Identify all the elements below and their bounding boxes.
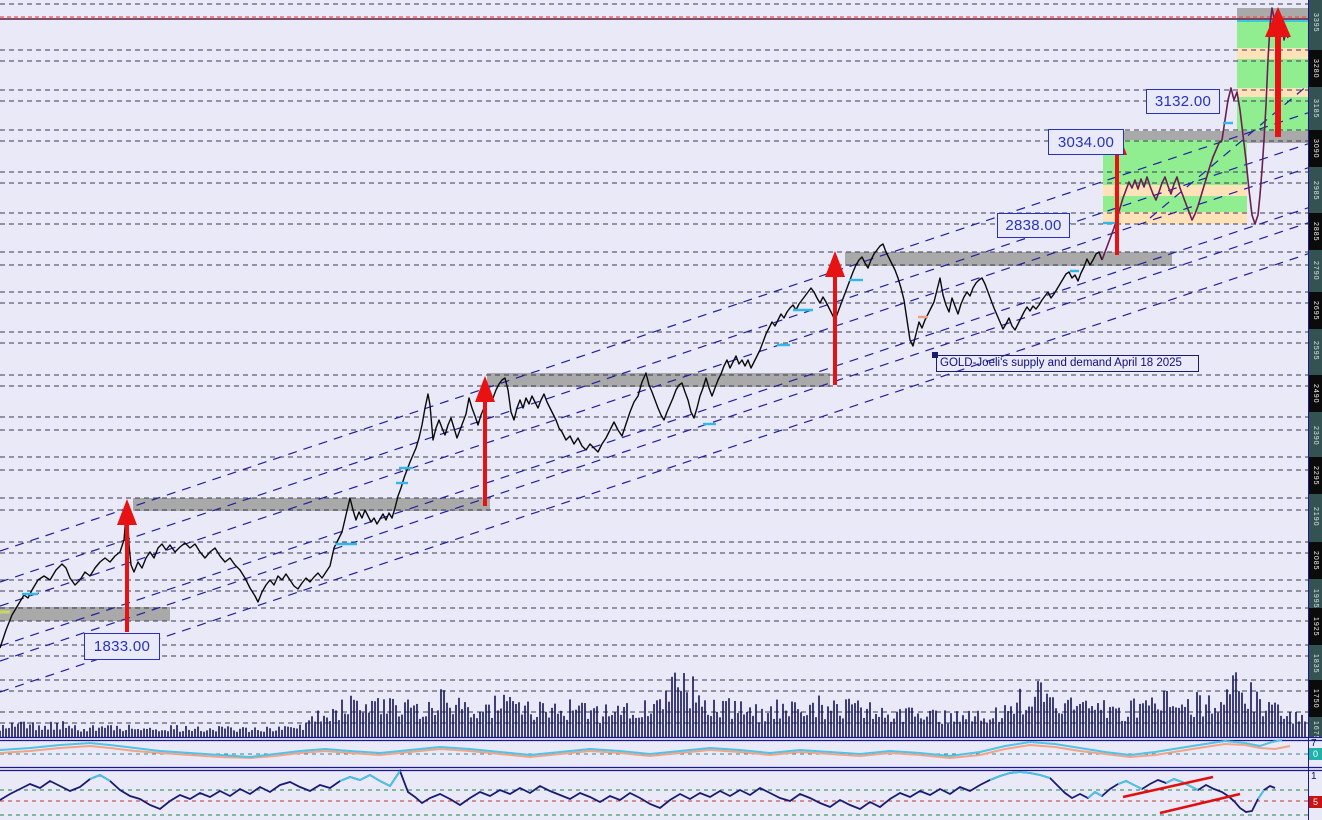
supply-zone[interactable] [845, 252, 1172, 266]
arrow-shaft [125, 522, 129, 632]
arrow-head [117, 499, 137, 525]
price-line-history [0, 243, 1103, 649]
window-separators [0, 736, 1322, 772]
buy-arrow[interactable] [117, 499, 137, 632]
demand-zone[interactable] [1237, 59, 1308, 88]
demand-zone[interactable] [1103, 140, 1247, 185]
price-axis-label: 3280 [1309, 50, 1322, 87]
indicator1-axis-level: 7 [1311, 738, 1317, 749]
price-axis-label: 2490 [1309, 375, 1322, 412]
indicator1-main-line [0, 739, 1283, 759]
price-axis-label: 2190 [1312, 506, 1319, 527]
price-axis-label: 1835 [1312, 653, 1319, 674]
demand-zone[interactable] [1237, 97, 1308, 131]
price-axis-label: 3090 [1309, 130, 1322, 167]
price-level-label[interactable]: 3034.00 [1048, 129, 1124, 155]
channel-line[interactable] [0, 207, 1309, 647]
chart-annotation-note[interactable]: GOLD-Joeli's supply and demand April 18 … [936, 355, 1199, 372]
price-axis-label: 1925 [1309, 608, 1322, 645]
price-axis-label: 3395 [1312, 12, 1319, 33]
price-level-label[interactable]: 1833.00 [84, 633, 160, 660]
buy-arrow[interactable] [475, 376, 495, 506]
indicator-1-oscillator [0, 739, 1308, 760]
price-axis-label: 1995 [1312, 588, 1319, 609]
price-level-label[interactable]: 3132.00 [1146, 89, 1220, 114]
price-axis-label: 2595 [1312, 340, 1319, 361]
arrow-shaft [1275, 34, 1281, 137]
demand-zone[interactable] [1103, 196, 1247, 212]
price-axis-label: 2695 [1309, 292, 1322, 329]
supply-zone[interactable] [487, 373, 830, 387]
indicator2-highlight-segment [989, 771, 1051, 781]
indicator1-signal-line [0, 742, 1291, 760]
arrow-shaft [833, 274, 837, 385]
indicator2-highlight-segment [1117, 780, 1143, 790]
indicator2-highlight-segment [1165, 778, 1199, 791]
channel-line[interactable] [0, 253, 1309, 693]
steep-trendline[interactable] [1149, 84, 1309, 219]
price-axis-label: 2295 [1309, 457, 1322, 494]
indicator2-red-trendline[interactable] [1159, 792, 1241, 815]
supply-zone[interactable] [133, 498, 490, 511]
buy-arrow[interactable] [1265, 7, 1291, 137]
arrow-head [1265, 7, 1291, 37]
price-axis-label: 2885 [1309, 213, 1322, 250]
indicator2-highlight-segment [1257, 789, 1265, 800]
price-axis-label: 3185 [1312, 98, 1319, 119]
channel-line[interactable] [0, 222, 1309, 662]
top-resistance-lines[interactable] [0, 16, 1308, 22]
channel-line[interactable] [0, 143, 1309, 583]
indicator-2-oscillator [0, 769, 1308, 816]
indicator2-highlight-segment [1087, 790, 1103, 799]
price-axis-label: 1675 [1312, 720, 1319, 737]
indicator2-red-trendline[interactable] [1122, 775, 1214, 799]
channel-trendlines[interactable] [0, 84, 1309, 693]
price-axis-label: 1750 [1309, 680, 1322, 717]
indicator2-axis-level: 1 [1311, 771, 1317, 782]
arrow-shaft [483, 399, 487, 506]
marker-dashes [0, 121, 1233, 614]
zone-proximal-band[interactable] [1103, 185, 1247, 196]
arrow-head [475, 376, 495, 402]
volume-histogram [0, 672, 1306, 737]
arrow-shaft [1115, 152, 1119, 255]
price-axis-label: 2985 [1312, 180, 1319, 201]
indicator2-highlight-segment [339, 770, 401, 788]
buy-arrow[interactable] [825, 251, 845, 385]
price-line-recent [1101, 7, 1289, 261]
price-axis-label: 2390 [1312, 425, 1319, 446]
channel-line[interactable] [0, 167, 1309, 607]
price-level-label[interactable]: 2838.00 [997, 213, 1070, 238]
indicator2-highlight-segment [89, 773, 111, 782]
channel-line[interactable] [0, 112, 1309, 552]
axis-border-line [1308, 0, 1309, 820]
supply-zone[interactable] [0, 607, 170, 621]
zone-proximal-band[interactable] [1237, 48, 1308, 59]
price-axis-label: 2790 [1312, 260, 1319, 281]
indicator1-value-box: 0 [1309, 748, 1322, 760]
supply-demand-zones[interactable] [0, 8, 1308, 621]
annotation-anchor-handle[interactable] [932, 352, 938, 358]
arrow-head [825, 251, 845, 277]
price-series [0, 7, 1289, 649]
zone-proximal-band[interactable] [1237, 88, 1308, 97]
chart-annotation-text: GOLD-Joeli's supply and demand April 18 … [940, 357, 1182, 369]
zone-proximal-band[interactable] [1103, 212, 1247, 224]
indicator2-main-line [0, 769, 1276, 813]
price-axis-strip[interactable]: 3395 3280 3185 3090 2985 2885 2790 2695 2595 2490… [1309, 0, 1322, 737]
indicator2-value-box: 5 [1309, 796, 1322, 808]
price-axis-label: 2085 [1309, 542, 1322, 579]
